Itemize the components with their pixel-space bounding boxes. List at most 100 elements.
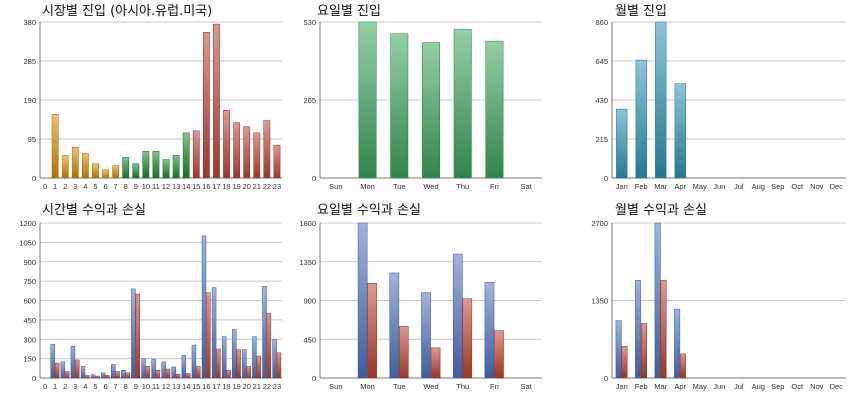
x-tick-label: Sep <box>771 182 784 191</box>
x-tick-label: Oct <box>791 382 804 391</box>
bar <box>389 272 400 379</box>
bar <box>635 59 647 179</box>
bar <box>122 157 130 179</box>
x-tick-label: Jun <box>713 382 725 391</box>
chart-title: 시장별 진입 (아시아.유럽.미국) <box>42 4 213 19</box>
bar <box>64 371 70 379</box>
x-tick-label: Mar <box>654 382 667 391</box>
bar <box>162 159 170 179</box>
bar <box>100 372 106 379</box>
x-tick-label: Oct <box>791 182 804 191</box>
bar <box>111 364 116 379</box>
chart-panel-weekday-profit-loss: 요일별 수익과 손실 1800 1350 900 450 0 Sun Mon Tue Wed Th… <box>290 200 580 400</box>
bar <box>95 375 100 379</box>
x-tick-label: 9 <box>134 182 138 191</box>
bar <box>358 21 377 179</box>
bar <box>252 336 257 379</box>
chart-panel-weekday-entries: 요일별 진입 530 265 0 Sun Mon Tue Wed Thu Fri Sat <box>290 0 580 200</box>
y-tick-label: 1050 <box>19 238 36 247</box>
y-tick-label: 430 <box>595 96 608 105</box>
y-tick-label: 2700 <box>591 219 608 228</box>
x-tick-label: 15 <box>192 382 200 391</box>
bar <box>211 287 217 379</box>
y-tick-label: 300 <box>23 335 36 344</box>
bar <box>71 146 79 179</box>
y-tick-label: 95 <box>28 135 36 144</box>
x-tick-label: Feb <box>635 182 648 191</box>
y-tick-label: 860 <box>595 18 608 27</box>
bar <box>462 298 473 379</box>
bar <box>105 375 110 379</box>
bar <box>196 366 201 379</box>
x-tick-label: 6 <box>103 182 107 191</box>
chart-title: 월별 진입 <box>615 4 667 19</box>
y-tick-label: 0 <box>32 174 36 183</box>
x-tick-label: 1 <box>53 382 57 391</box>
x-tick-label: 10 <box>142 182 150 191</box>
x-tick-label: Fri <box>490 182 499 191</box>
bar <box>75 359 80 379</box>
chart-panel-market-entries: 시장별 진입 (아시아.유럽.미국) 380 285 190 95 0 0 1 2 3 4 5 6 7 8… <box>0 0 290 200</box>
x-tick-label: Sep <box>771 382 784 391</box>
x-tick-label: 2 <box>63 382 67 391</box>
y-tick-label: 285 <box>23 57 36 66</box>
x-tick-label: 18 <box>222 382 230 391</box>
chart-panel-monthly-entries: 월별 진입 860 645 430 215 0 Jan Feb Mar Apr May Jun Jul… <box>580 0 860 200</box>
bar <box>60 361 66 379</box>
x-tick-label: 14 <box>182 382 190 391</box>
x-tick-label: Nov <box>810 182 824 191</box>
bar <box>453 29 472 179</box>
bar <box>165 368 171 379</box>
chart-title: 시간별 수익과 손실 <box>42 203 146 218</box>
x-tick-label: Aug <box>752 382 765 391</box>
bar <box>494 330 504 379</box>
y-tick-label: 450 <box>303 335 316 344</box>
x-tick-label: 17 <box>212 382 220 391</box>
y-tick-label: 600 <box>23 297 36 306</box>
x-tick-label: 6 <box>103 382 107 391</box>
bar <box>641 323 647 379</box>
x-tick-label: 5 <box>93 382 97 391</box>
bar <box>181 355 187 379</box>
x-tick-label: 11 <box>152 182 160 191</box>
y-tick-label: 645 <box>595 57 608 66</box>
x-tick-label: Mar <box>654 182 667 191</box>
x-tick-label: Dec <box>830 382 844 391</box>
chart-title: 요일별 진입 <box>317 4 381 19</box>
x-tick-label: 18 <box>222 182 230 191</box>
bar <box>185 373 191 379</box>
bar <box>51 114 59 179</box>
x-tick-label: Jan <box>616 382 628 391</box>
bar <box>615 320 622 379</box>
bar <box>367 283 377 379</box>
x-tick-label: 10 <box>142 382 150 391</box>
bar <box>399 326 409 379</box>
x-tick-label: 12 <box>162 382 170 391</box>
bar <box>262 286 267 379</box>
y-tick-label: 0 <box>312 374 316 383</box>
y-tick-label: 750 <box>23 277 36 286</box>
bar <box>102 169 109 179</box>
x-tick-label: Thu <box>456 382 469 391</box>
bar <box>155 370 161 379</box>
bar <box>233 122 240 179</box>
x-tick-label: 16 <box>202 382 210 391</box>
x-tick-label: 5 <box>93 182 97 191</box>
bar <box>50 344 55 379</box>
x-tick-label: 2 <box>63 182 67 191</box>
y-tick-label: 0 <box>604 174 608 183</box>
bar <box>142 151 150 179</box>
x-tick-label: Aug <box>752 182 765 191</box>
x-tick-label: May <box>693 182 707 191</box>
bar <box>273 144 281 179</box>
x-tick-label: 3 <box>73 182 77 191</box>
x-tick-label: 22 <box>263 382 271 391</box>
x-tick-label: 3 <box>73 382 77 391</box>
x-tick-label: 13 <box>172 182 180 191</box>
bar <box>90 374 96 379</box>
bar <box>145 366 151 379</box>
bar <box>263 120 271 179</box>
x-tick-label: Jul <box>734 382 744 391</box>
